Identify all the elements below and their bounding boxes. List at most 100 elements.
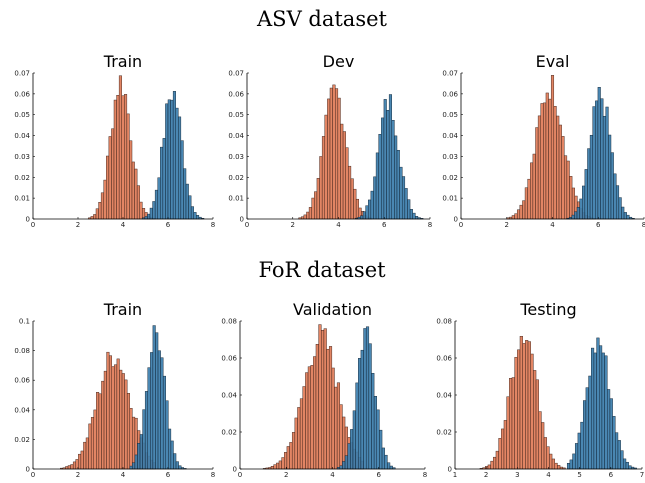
histogram-bar xyxy=(605,106,609,220)
y-tick-label: 0 xyxy=(26,466,30,474)
histogram-bar xyxy=(314,191,318,220)
x-tick-label: 6 xyxy=(609,471,614,479)
histogram-bar xyxy=(324,114,328,220)
y-tick-label: 0.04 xyxy=(228,132,244,140)
histogram-bar xyxy=(537,115,541,220)
histogram-bar xyxy=(342,131,346,220)
histogram-bar xyxy=(579,198,583,220)
histogram-bar xyxy=(576,207,580,220)
panel-title: Train xyxy=(103,52,142,71)
x-tick-label: 4 xyxy=(330,471,335,479)
histogram-bar xyxy=(388,94,392,220)
histogram-bar xyxy=(375,152,379,220)
histogram-bar xyxy=(303,214,307,220)
histogram-bar xyxy=(136,185,140,220)
histogram-bar xyxy=(160,357,164,470)
histogram-bar xyxy=(618,197,622,220)
y-tick-label: 0.03 xyxy=(228,153,244,161)
histogram-bar xyxy=(67,465,71,470)
histogram-bar xyxy=(124,94,128,220)
histogram-bar xyxy=(493,456,497,470)
histogram-bar xyxy=(628,465,632,470)
histogram-bar xyxy=(514,213,518,220)
histogram-bar xyxy=(391,120,395,220)
histogram-bar xyxy=(485,466,489,470)
histogram-bar xyxy=(546,446,550,470)
x-tick-label: 6 xyxy=(377,471,382,479)
histogram-bar xyxy=(384,454,388,470)
histogram-bar xyxy=(121,95,125,220)
histogram-bar xyxy=(615,432,619,470)
histogram-bar xyxy=(116,95,120,220)
histogram-bar xyxy=(360,215,364,220)
histogram-bar xyxy=(557,465,561,470)
y-tick-label: 0.03 xyxy=(442,153,458,161)
histogram-bar xyxy=(566,463,571,470)
histogram-bar xyxy=(134,454,138,470)
histogram-bar xyxy=(178,116,182,220)
histogram-bar xyxy=(175,107,179,220)
y-tick-label: 0.08 xyxy=(14,347,30,355)
histogram-bar xyxy=(412,212,416,220)
histogram-bar xyxy=(360,349,364,470)
histogram-bar xyxy=(404,188,408,220)
histogram-bar xyxy=(321,136,325,220)
histogram-bar xyxy=(339,465,343,470)
histogram-bar xyxy=(321,330,325,470)
histogram-bar xyxy=(530,353,534,470)
x-tick-label: 8 xyxy=(642,221,645,229)
histogram-bar xyxy=(144,391,148,470)
histogram-bar xyxy=(103,370,107,470)
histogram-bar xyxy=(129,465,133,470)
histogram-bar xyxy=(173,453,177,470)
chart-panel: Dev 0 2 4 6 8 0 0.01 0.02 0.03 0.04 0.05 0.06 0.07 xyxy=(228,52,432,229)
histogram-bar xyxy=(540,103,544,220)
histogram-bar xyxy=(561,136,565,220)
y-tick-label: 0.05 xyxy=(228,111,244,119)
histogram-bar xyxy=(188,195,192,220)
histogram-bar xyxy=(108,355,112,470)
y-tick-label: 0.04 xyxy=(14,132,30,140)
histogram-bar xyxy=(556,115,560,220)
histogram-bar xyxy=(185,183,189,220)
histogram-bar xyxy=(601,352,605,470)
histogram-bar xyxy=(587,148,591,220)
x-tick-label: 6 xyxy=(166,471,171,479)
histogram-bar xyxy=(183,168,187,220)
histogram-bar xyxy=(155,332,159,470)
histogram-bar xyxy=(519,204,523,220)
x-tick-label: 4 xyxy=(336,221,341,229)
histogram-bar xyxy=(116,358,120,470)
histogram-bar xyxy=(350,178,354,220)
histogram-bar xyxy=(571,214,575,220)
panel-title: Validation xyxy=(293,300,372,319)
histogram-bar xyxy=(118,75,122,220)
histogram-bar xyxy=(387,462,391,470)
x-tick-label: 6 xyxy=(166,221,171,229)
histogram-bar xyxy=(306,211,310,220)
histogram-bar xyxy=(121,373,125,470)
x-tick-label: 4 xyxy=(546,471,551,479)
histogram-bar xyxy=(569,176,573,220)
histogram-bar xyxy=(147,213,151,220)
histogram-bar xyxy=(498,438,502,470)
histogram-bar xyxy=(297,407,301,470)
histogram-bar xyxy=(381,117,385,220)
histogram-bar xyxy=(139,201,143,220)
histogram-bar xyxy=(129,140,133,220)
y-tick-label: 0.08 xyxy=(436,318,452,326)
histogram-bar xyxy=(373,176,377,220)
histogram-bar xyxy=(170,99,174,220)
histogram-bar xyxy=(72,461,76,470)
histogram-bar xyxy=(344,455,348,470)
x-tick-label: 8 xyxy=(211,221,215,229)
y-tick-label: 0.04 xyxy=(221,392,237,400)
histogram-bar xyxy=(608,134,612,220)
x-tick-label: 4 xyxy=(550,221,555,229)
histogram-bar xyxy=(98,393,102,470)
histogram-bar xyxy=(190,206,194,220)
histogram-bar xyxy=(535,127,539,220)
y-tick-label: 0.07 xyxy=(14,70,30,78)
histogram-bar xyxy=(332,84,336,220)
